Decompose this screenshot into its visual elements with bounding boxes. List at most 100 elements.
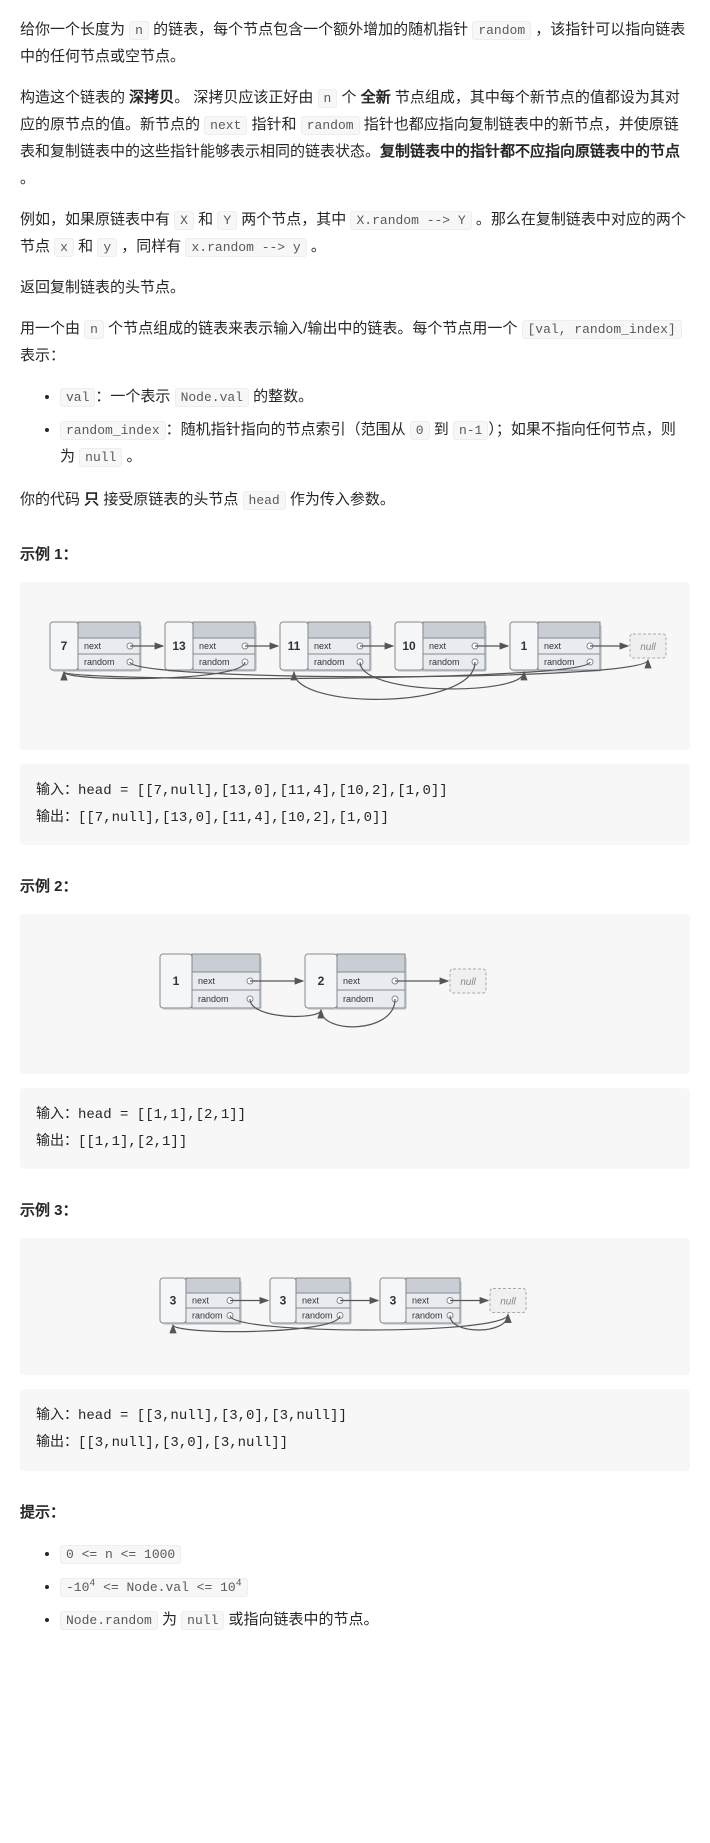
text: 个节点组成的链表来表示输入/输出中的链表。每个节点用一个 — [104, 320, 522, 337]
text: 或指向链表中的节点。 — [224, 1611, 378, 1628]
bold-no-original: 复制链表中的指针都不应指向原链表中的节点 — [380, 143, 680, 160]
code-random-index: random_index — [60, 421, 166, 440]
paragraph-6: 你的代码 只 接受原链表的头节点 head 作为传入参数。 — [20, 486, 690, 513]
example-1-diagram: 7 next random 13 next random 11 next random 10 nex… — [20, 582, 690, 750]
text: 和 — [74, 238, 97, 255]
code-null: null — [79, 448, 122, 467]
example-3-diagram: 3 next random 3 next random 3 next random null — [20, 1238, 690, 1375]
svg-text:random: random — [429, 657, 460, 667]
text: 构造这个链表的 — [20, 89, 129, 106]
text: 作为传入参数。 — [286, 491, 395, 508]
list-item: val：一个表示 Node.val 的整数。 — [60, 383, 690, 410]
text: ：一个表示 — [95, 388, 174, 405]
code-x: x — [54, 238, 74, 257]
example-1-title: 示例 1： — [20, 541, 690, 568]
text: ，同样有 — [117, 238, 185, 255]
text: 。 — [307, 238, 326, 255]
text: 的整数。 — [249, 388, 313, 405]
svg-text:10: 10 — [402, 639, 416, 653]
svg-text:random: random — [544, 657, 575, 667]
paragraph-2: 构造这个链表的 深拷贝。 深拷贝应该正好由 n 个 全新 节点组成，其中每个新节… — [20, 84, 690, 192]
svg-text:next: next — [544, 641, 562, 651]
code-random: random — [472, 21, 531, 40]
code-null: null — [181, 1611, 224, 1630]
svg-text:1: 1 — [173, 974, 180, 988]
svg-text:random: random — [314, 657, 345, 667]
text: 两个节点，其中 — [237, 211, 350, 228]
svg-text:next: next — [314, 641, 332, 651]
bold-new: 全新 — [361, 89, 391, 106]
list-item: 0 <= n <= 1000 — [60, 1540, 690, 1567]
svg-text:random: random — [343, 994, 374, 1004]
svg-text:3: 3 — [390, 1294, 397, 1308]
svg-text:null: null — [460, 977, 476, 988]
code-n-1: n-1 — [453, 421, 488, 440]
example-2-title: 示例 2： — [20, 873, 690, 900]
code-0: 0 — [410, 421, 430, 440]
svg-text:1: 1 — [521, 639, 528, 653]
definition-list: val：一个表示 Node.val 的整数。 random_index：随机指针… — [20, 383, 690, 470]
svg-text:random: random — [198, 994, 229, 1004]
svg-text:random: random — [302, 1311, 333, 1321]
text: 。 — [20, 170, 35, 187]
example-1-code: 输入：head = [[7,null],[13,0],[11,4],[10,2]… — [20, 764, 690, 845]
svg-text:next: next — [198, 976, 216, 986]
svg-text:next: next — [84, 641, 102, 651]
list-item: random_index：随机指针指向的节点索引（范围从 0 到 n-1）；如果… — [60, 416, 690, 470]
code-Y: Y — [217, 211, 237, 230]
bold-deepcopy: 深拷贝 — [129, 89, 174, 106]
code-random: random — [301, 116, 360, 135]
svg-text:3: 3 — [280, 1294, 287, 1308]
code-n: n — [318, 89, 338, 108]
code-X: X — [174, 211, 194, 230]
example-2-code: 输入：head = [[1,1],[2,1]] 输出：[[1,1],[2,1]] — [20, 1088, 690, 1169]
svg-text:random: random — [192, 1311, 223, 1321]
svg-text:next: next — [302, 1296, 320, 1306]
svg-text:7: 7 — [61, 639, 68, 653]
list-item: Node.random 为 null 或指向链表中的节点。 — [60, 1606, 690, 1633]
code-node-random: Node.random — [60, 1611, 158, 1630]
list-item: -104 <= Node.val <= 104 — [60, 1573, 690, 1600]
text: ：随机指针指向的节点索引（范围从 — [166, 421, 410, 438]
svg-text:random: random — [84, 657, 115, 667]
svg-text:next: next — [412, 1296, 430, 1306]
text: 。 深拷贝应该正好由 — [174, 89, 317, 106]
svg-text:null: null — [500, 1297, 516, 1308]
paragraph-1: 给你一个长度为 n 的链表，每个节点包含一个额外增加的随机指针 random ，… — [20, 16, 690, 70]
code-n: n — [129, 21, 149, 40]
text: 和 — [194, 211, 217, 228]
hints-title: 提示： — [20, 1499, 690, 1526]
svg-text:next: next — [192, 1296, 210, 1306]
paragraph-3: 例如，如果原链表中有 X 和 Y 两个节点，其中 X.random --> Y … — [20, 206, 690, 260]
example-2-diagram: 1 next random 2 next random null — [20, 914, 690, 1074]
text: 到 — [430, 421, 453, 438]
code-XrandomY: X.random --> Y — [350, 211, 471, 230]
svg-text:random: random — [412, 1311, 443, 1321]
text: 为 — [158, 1611, 181, 1628]
text: 例如，如果原链表中有 — [20, 211, 174, 228]
svg-text:11: 11 — [288, 639, 301, 653]
bold-only: 只 — [84, 491, 99, 508]
svg-text:next: next — [343, 976, 361, 986]
code-y: y — [97, 238, 117, 257]
text: 给你一个长度为 — [20, 21, 129, 38]
svg-text:2: 2 — [318, 974, 325, 988]
svg-text:13: 13 — [172, 639, 186, 653]
code-xrandomy: x.random --> y — [185, 238, 306, 257]
svg-text:null: null — [640, 642, 656, 653]
svg-text:3: 3 — [170, 1294, 177, 1308]
hints-list: 0 <= n <= 1000 -104 <= Node.val <= 104 N… — [20, 1540, 690, 1633]
text: 的链表，每个节点包含一个额外增加的随机指针 — [149, 21, 472, 38]
paragraph-4: 返回复制链表的头节点。 — [20, 274, 690, 301]
svg-text:next: next — [199, 641, 217, 651]
example-3-code: 输入：head = [[3,null],[3,0],[3,null]] 输出：[… — [20, 1389, 690, 1470]
text: 指针和 — [247, 116, 300, 133]
code-constraint-n: 0 <= n <= 1000 — [60, 1545, 181, 1564]
code-head: head — [243, 491, 286, 510]
text: 接受原链表的头节点 — [99, 491, 242, 508]
text: 用一个由 — [20, 320, 84, 337]
text: 。 — [122, 448, 141, 465]
text: 个 — [337, 89, 360, 106]
code-n: n — [84, 320, 104, 339]
svg-text:random: random — [199, 657, 230, 667]
